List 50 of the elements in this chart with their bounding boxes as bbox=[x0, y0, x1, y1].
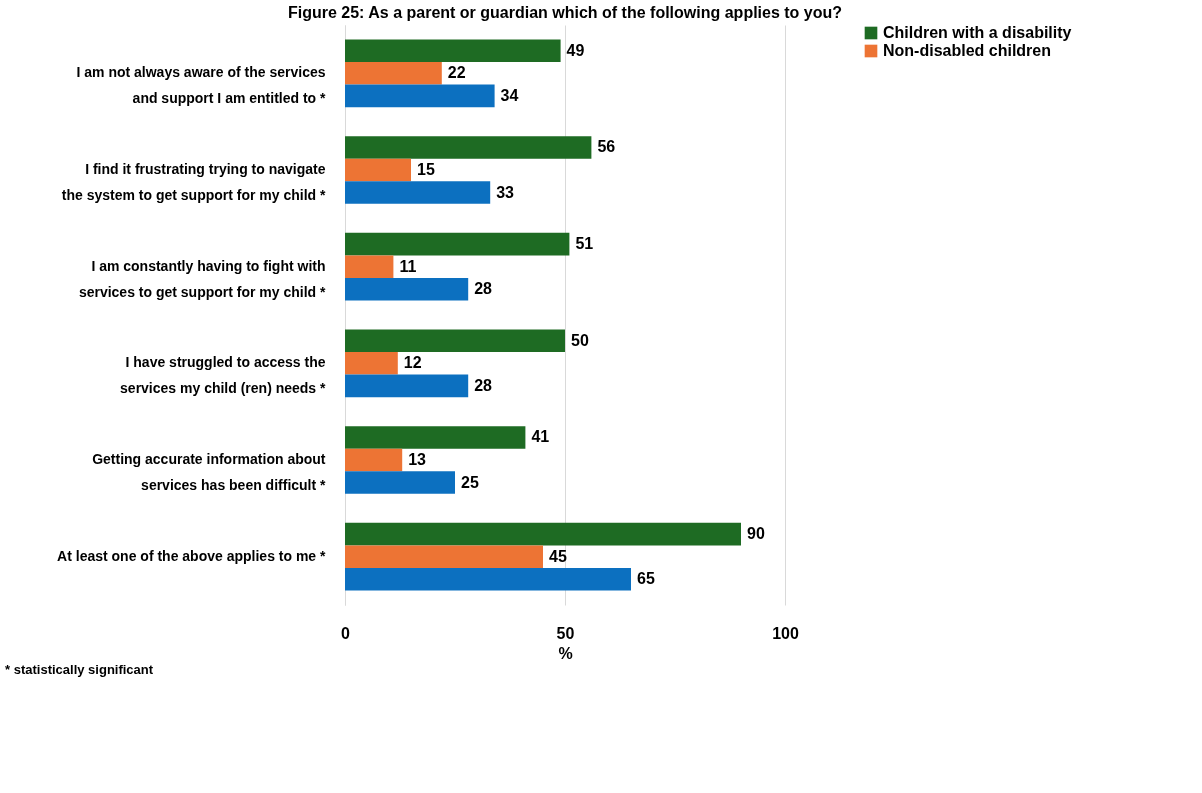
bar bbox=[345, 329, 565, 353]
bar bbox=[345, 255, 394, 278]
y-tick-label: I am constantly having to fight with services to get support for my child * bbox=[78, 257, 327, 300]
data-label: 12 bbox=[403, 354, 422, 372]
data-label: 65 bbox=[637, 570, 655, 588]
bar bbox=[345, 448, 403, 472]
bar bbox=[345, 426, 526, 449]
x-tick-label: 100 bbox=[772, 624, 799, 642]
bar bbox=[345, 84, 495, 108]
data-label: 90 bbox=[747, 525, 765, 543]
legend-label: Children with a disability bbox=[883, 24, 1072, 41]
data-label: 15 bbox=[417, 161, 435, 178]
data-label: 51 bbox=[575, 235, 594, 253]
bar bbox=[345, 39, 561, 63]
data-label: 33 bbox=[496, 183, 515, 201]
bar bbox=[345, 352, 398, 375]
data-label: 45 bbox=[549, 547, 567, 565]
data-label: 34 bbox=[500, 86, 519, 104]
data-label: 41 bbox=[531, 428, 550, 446]
data-label: 11 bbox=[399, 257, 417, 275]
data-label: 56 bbox=[597, 138, 616, 156]
bar bbox=[345, 181, 491, 204]
text: * statistically significant bbox=[5, 662, 154, 677]
bar bbox=[345, 62, 442, 85]
data-label: 28 bbox=[474, 376, 493, 394]
y-tick-label: I have struggled to access the services my child (ren) needs * bbox=[120, 354, 327, 397]
data-label: 22 bbox=[447, 64, 466, 82]
x-tick-label: 0 bbox=[341, 624, 351, 642]
bar bbox=[345, 545, 543, 568]
bar bbox=[345, 374, 469, 398]
y-tick-label: At least one of the above applies to me * bbox=[57, 547, 327, 564]
data-label: 50 bbox=[571, 331, 589, 349]
y-tick-label: I find it frustrating trying to navigate the system to get support for my child * bbox=[61, 161, 327, 203]
bar bbox=[345, 158, 411, 182]
bar bbox=[345, 471, 455, 494]
chart-title: Figure 25: As a parent or guardian which of the following applies to you? bbox=[287, 4, 843, 21]
data-label: 28 bbox=[474, 280, 493, 298]
bar bbox=[345, 232, 570, 256]
bar bbox=[345, 522, 741, 546]
data-label: 49 bbox=[566, 41, 585, 59]
bar bbox=[345, 567, 631, 591]
x-tick-label: 50 bbox=[556, 624, 575, 642]
y-tick-label: Getting accurate information about services has been difficult * bbox=[92, 451, 327, 493]
y-tick-label: I am not always aware of the services and support I am entitled to * bbox=[76, 64, 327, 107]
bar bbox=[345, 136, 592, 159]
data-label: 13 bbox=[408, 451, 427, 468]
legend-label: Non-disabled children bbox=[883, 42, 1052, 59]
data-label: 25 bbox=[461, 473, 479, 491]
bar bbox=[345, 277, 469, 301]
x-axis-title: % bbox=[558, 644, 573, 662]
